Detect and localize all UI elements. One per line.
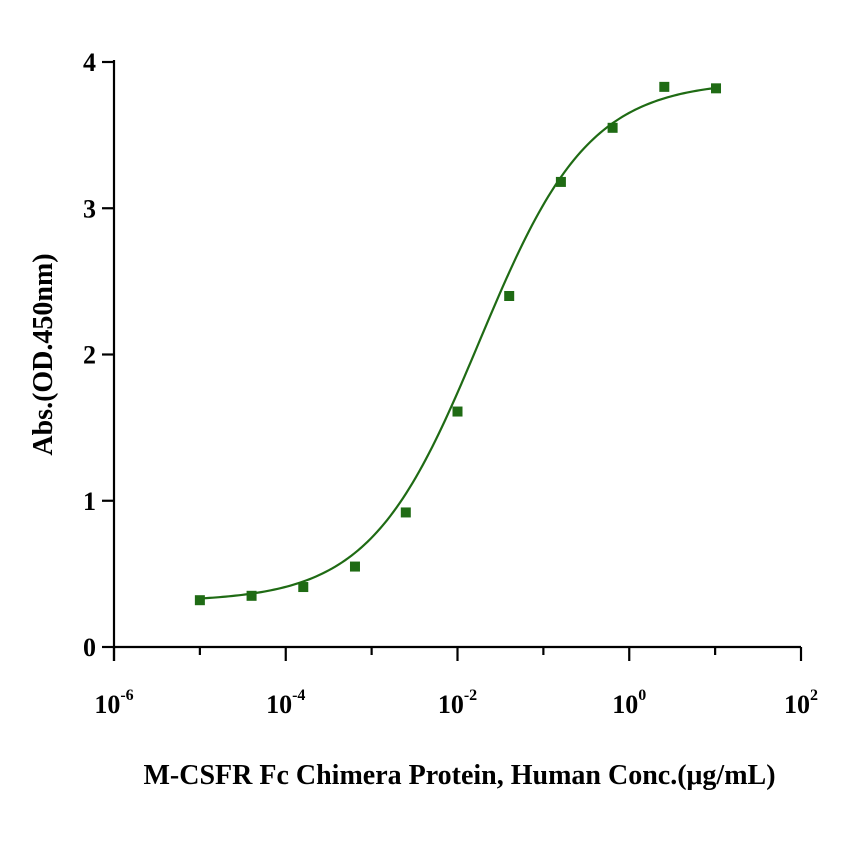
ticks: 0 1 2 3 4 10-6 10-4 10-2 100 102 — [83, 48, 818, 719]
fit-curve-layer — [199, 86, 717, 600]
y-tick-label: 4 — [83, 48, 96, 77]
data-points — [194, 81, 722, 606]
y-tick-label: 1 — [83, 487, 96, 516]
y-tick-label: 3 — [83, 194, 96, 223]
data-point — [298, 582, 309, 593]
y-tick-label: 2 — [83, 341, 96, 370]
x-axis-title: M-CSFR Fc Chimera Protein, Human Conc.(μ… — [143, 760, 775, 791]
data-point — [194, 595, 205, 606]
fit-curve — [199, 86, 717, 600]
y-axis-title: Abs.(OD.450nm) — [28, 253, 59, 455]
data-point — [607, 122, 618, 133]
y-tick-label: 0 — [83, 633, 96, 662]
axes — [112, 60, 801, 661]
data-point — [246, 590, 257, 601]
data-point — [452, 406, 463, 417]
data-point — [555, 176, 566, 187]
x-tick-label: 10-2 — [438, 687, 477, 719]
data-point — [711, 83, 722, 94]
data-point — [504, 291, 515, 301]
data-point — [349, 561, 360, 572]
x-tick-label: 10-6 — [94, 687, 133, 719]
x-tick-label: 102 — [784, 687, 818, 719]
data-point — [659, 81, 670, 92]
x-tick-label: 100 — [612, 687, 646, 719]
x-tick-label: 10-4 — [266, 687, 305, 719]
data-point — [400, 507, 411, 518]
